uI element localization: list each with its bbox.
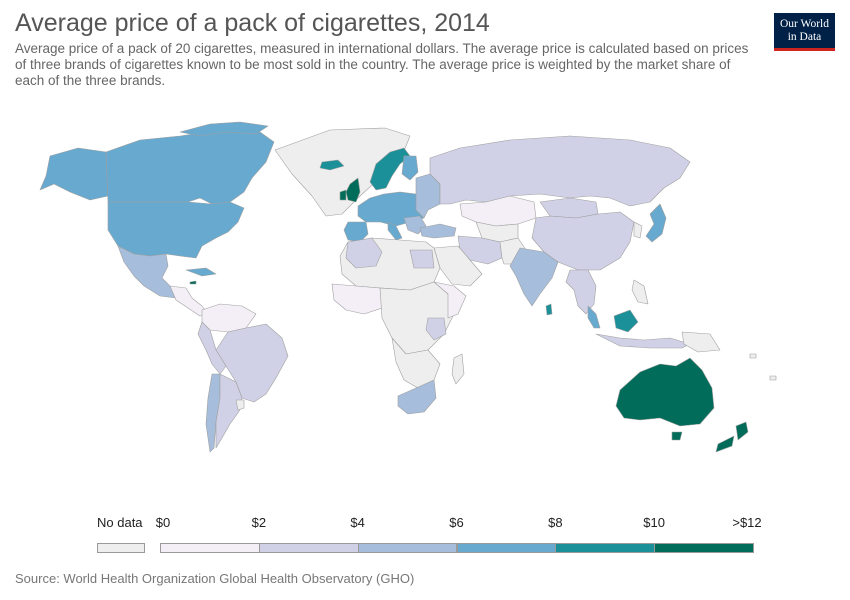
world-map xyxy=(39,121,777,453)
legend-tick-5: $10 xyxy=(643,515,666,530)
region-philippines[interactable] xyxy=(631,279,649,305)
region-tasmania[interactable] xyxy=(671,431,683,441)
region-jamaica[interactable] xyxy=(189,280,197,285)
region-australia[interactable] xyxy=(615,357,715,427)
region-new-zealand-south[interactable] xyxy=(715,435,735,453)
source-note: Source: World Health Organization Global… xyxy=(15,571,415,586)
region-pacific-islands[interactable] xyxy=(749,353,757,359)
region-ireland[interactable] xyxy=(339,189,347,201)
legend-bin-2[interactable] xyxy=(357,543,458,553)
legend-bin-1[interactable] xyxy=(258,543,359,553)
legend-tick-0: $0 xyxy=(155,515,171,530)
region-morocco-algeria[interactable] xyxy=(345,237,383,269)
region-arctic-islands[interactable] xyxy=(179,121,269,137)
logo-line-2: in Data xyxy=(787,30,822,43)
legend-tick-2: $4 xyxy=(350,515,365,530)
region-india[interactable] xyxy=(509,247,559,307)
region-papua[interactable] xyxy=(681,331,721,353)
region-arabia[interactable] xyxy=(433,245,483,287)
region-east-africa[interactable] xyxy=(433,281,467,319)
region-turkey[interactable] xyxy=(419,223,457,239)
legend-tick-4: $8 xyxy=(548,515,563,530)
region-uruguay[interactable] xyxy=(235,399,245,411)
region-kazakhstan[interactable] xyxy=(459,195,537,227)
region-south-africa[interactable] xyxy=(397,379,437,415)
region-korea[interactable] xyxy=(633,221,643,239)
chart-subtitle: Average price of a pack of 20 cigarettes… xyxy=(15,41,749,88)
region-fiji[interactable] xyxy=(769,375,777,381)
legend-bin-5[interactable] xyxy=(654,543,754,553)
logo-line-1: Our World xyxy=(779,17,829,30)
region-new-zealand[interactable] xyxy=(735,421,749,441)
region-southeast-asia[interactable] xyxy=(565,269,597,315)
region-greenland[interactable] xyxy=(274,127,411,217)
chart-title: Average price of a pack of cigarettes, 2… xyxy=(15,9,490,37)
region-indonesia[interactable] xyxy=(595,333,691,349)
legend-tick-1: $2 xyxy=(251,515,267,530)
legend-tick-3: $6 xyxy=(449,515,464,530)
region-finland[interactable] xyxy=(401,155,419,181)
legend-bin-0[interactable] xyxy=(160,543,260,553)
region-tanzania[interactable] xyxy=(425,317,447,341)
region-egypt[interactable] xyxy=(409,249,435,269)
region-malaysia[interactable] xyxy=(587,305,601,329)
region-argentina[interactable] xyxy=(215,373,243,449)
legend-bin-4[interactable] xyxy=(555,543,656,553)
legend-bin-3[interactable] xyxy=(456,543,557,553)
region-canada[interactable] xyxy=(105,129,275,205)
region-iceland[interactable] xyxy=(319,159,345,171)
legend-no-data-swatch[interactable] xyxy=(97,543,145,553)
legend: No data $0 $2 $4 $6 $8 $10 >$12 xyxy=(0,510,850,560)
region-japan[interactable] xyxy=(645,203,667,243)
region-alaska[interactable] xyxy=(39,147,109,201)
region-madagascar[interactable] xyxy=(451,353,465,385)
region-borneo[interactable] xyxy=(613,309,639,333)
region-italy[interactable] xyxy=(387,221,403,241)
region-sri-lanka[interactable] xyxy=(545,303,553,316)
legend-no-data-label: No data xyxy=(97,515,143,530)
region-mongolia[interactable] xyxy=(539,197,599,219)
region-west-africa[interactable] xyxy=(331,283,383,315)
owid-logo[interactable]: Our World in Data xyxy=(774,13,835,51)
legend-tick-6: >$12 xyxy=(732,515,762,530)
region-usa[interactable] xyxy=(107,201,245,259)
region-russia[interactable] xyxy=(429,135,691,207)
region-caribbean[interactable] xyxy=(185,267,217,277)
